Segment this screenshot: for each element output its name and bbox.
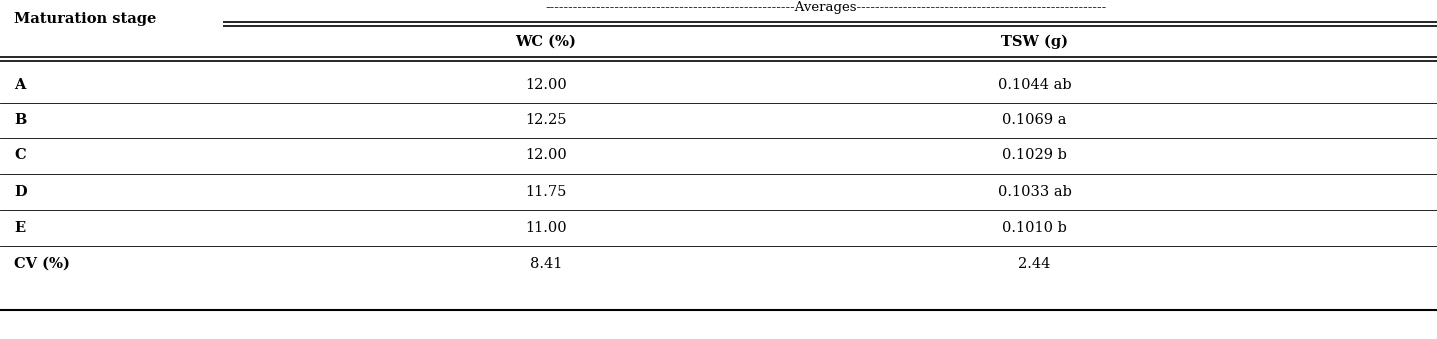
Text: TSW (g): TSW (g): [1002, 35, 1068, 49]
Text: 8.41: 8.41: [530, 257, 562, 271]
Text: 12.00: 12.00: [525, 78, 568, 92]
Text: ------------------------------------------------------Averages------------------: ----------------------------------------…: [546, 0, 1106, 14]
Text: 0.1029 b: 0.1029 b: [1002, 148, 1068, 162]
Text: CV (%): CV (%): [14, 257, 70, 271]
Text: 12.25: 12.25: [526, 113, 566, 127]
Text: C: C: [14, 148, 26, 162]
Text: A: A: [14, 78, 26, 92]
Text: 11.75: 11.75: [526, 185, 566, 199]
Text: 11.00: 11.00: [526, 221, 566, 235]
Text: B: B: [14, 113, 27, 127]
Text: 2.44: 2.44: [1019, 257, 1050, 271]
Text: 0.1033 ab: 0.1033 ab: [997, 185, 1072, 199]
Text: WC (%): WC (%): [516, 35, 576, 49]
Text: 0.1044 ab: 0.1044 ab: [997, 78, 1072, 92]
Text: 0.1069 a: 0.1069 a: [1003, 113, 1066, 127]
Text: 12.00: 12.00: [525, 148, 568, 162]
Text: E: E: [14, 221, 26, 235]
Text: D: D: [14, 185, 27, 199]
Text: Maturation stage: Maturation stage: [14, 12, 157, 26]
Text: 0.1010 b: 0.1010 b: [1002, 221, 1068, 235]
